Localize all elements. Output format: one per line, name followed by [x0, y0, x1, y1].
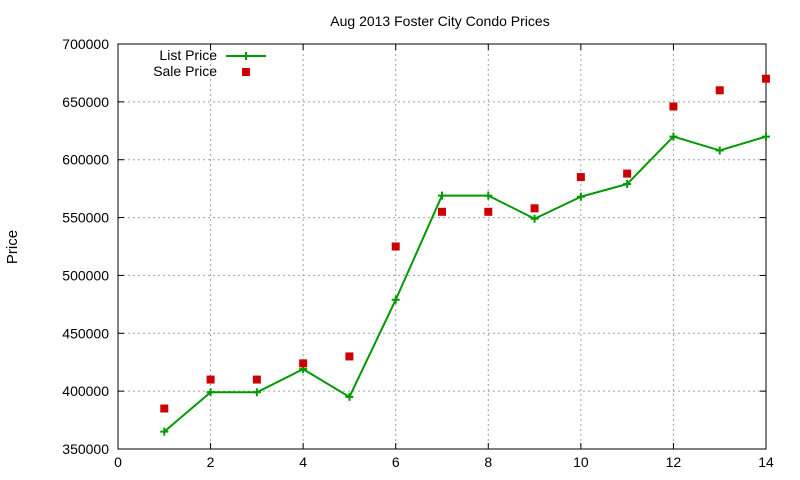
x-tick-label: 14	[758, 454, 774, 470]
y-tick-label: 550000	[62, 210, 109, 226]
sale-price-point	[530, 204, 539, 213]
legend-label-sale-price: Sale Price	[153, 63, 217, 79]
list-price-point	[762, 132, 770, 141]
series-line-list-price	[163, 135, 767, 433]
list-price-point	[391, 295, 400, 304]
list-price-point	[715, 146, 724, 155]
y-tick-label: 400000	[62, 383, 109, 399]
chart-title: Aug 2013 Foster City Condo Prices	[330, 13, 549, 29]
sale-price-point	[438, 207, 446, 216]
sale-price-point	[299, 359, 308, 368]
x-tick-label: 10	[573, 454, 589, 470]
sale-price-point	[762, 74, 770, 83]
sale-price-point	[715, 86, 724, 95]
sale-price-point	[391, 242, 400, 251]
list-price-point	[160, 427, 169, 436]
y-tick-label: 700000	[62, 36, 109, 52]
list-price-point	[438, 191, 446, 200]
list-price-point	[576, 192, 585, 201]
legend-marker-list-price	[242, 52, 250, 60]
x-tick-label: 4	[299, 454, 307, 470]
axis-ticks: 0 2 4 6 8 10 12 14 350000 400000 450000 500000 55000…	[62, 36, 774, 470]
y-tick-label: 650000	[62, 94, 109, 110]
sale-price-point	[484, 207, 493, 216]
sale-price-point	[623, 169, 632, 178]
legend-label-list-price: List Price	[159, 47, 217, 63]
y-tick-label: 350000	[62, 441, 109, 457]
list-price-point	[345, 392, 354, 401]
list-price-point	[206, 388, 215, 397]
sale-price-point	[206, 375, 215, 384]
y-tick-label: 450000	[62, 325, 109, 341]
series-layer	[160, 74, 770, 436]
sale-price-point	[160, 404, 169, 413]
list-price-point	[669, 132, 678, 141]
plot-frame	[117, 43, 767, 450]
legend: List Price Sale Price	[153, 47, 266, 79]
list-price-point	[484, 191, 493, 200]
sale-price-point	[576, 173, 585, 182]
x-tick-label: 12	[666, 454, 682, 470]
x-tick-label: 6	[392, 454, 400, 470]
grid-lines	[118, 44, 766, 449]
list-price-point	[623, 180, 632, 189]
legend-marker-sale-price	[242, 68, 250, 76]
sale-price-point	[345, 352, 354, 361]
x-tick-label: 0	[114, 454, 122, 470]
list-price-point	[530, 214, 539, 223]
y-axis-label: Price	[4, 230, 21, 264]
y-tick-label: 600000	[62, 152, 109, 168]
x-tick-label: 2	[207, 454, 215, 470]
sale-price-point	[669, 102, 678, 111]
x-tick-label: 8	[484, 454, 492, 470]
sale-price-point	[252, 375, 261, 384]
list-price-point	[252, 388, 261, 397]
y-tick-label: 500000	[62, 267, 109, 283]
